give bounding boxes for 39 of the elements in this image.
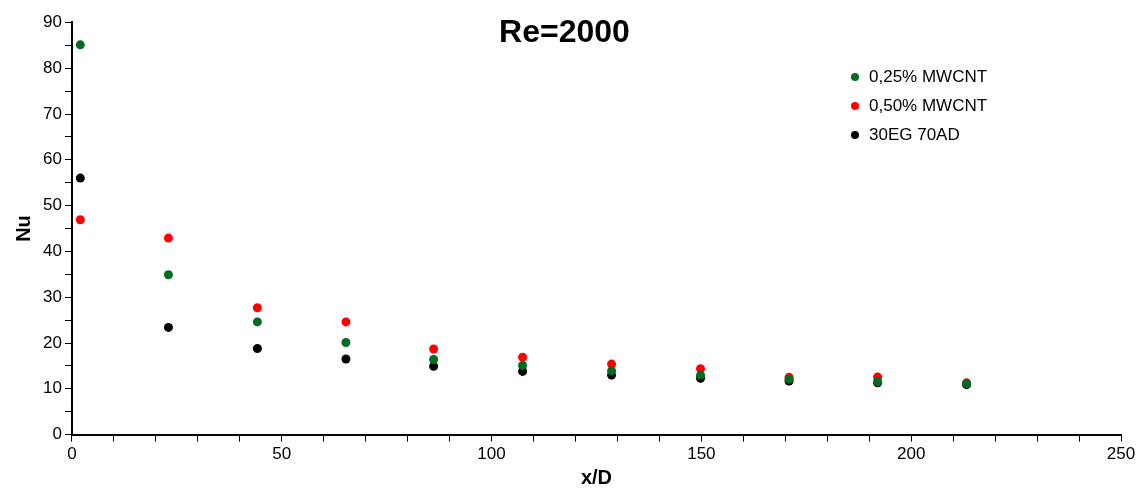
point: [163, 270, 173, 280]
point: [75, 215, 85, 225]
point: [252, 317, 262, 327]
y-tick-label: 40: [42, 241, 62, 261]
point: [252, 303, 262, 313]
point: [75, 40, 85, 50]
y-tick-label: 50: [42, 195, 62, 215]
legend-label: 0,25% MWCNT: [869, 66, 988, 89]
x-tick-label: 50: [272, 444, 292, 464]
y-tick-label: 90: [42, 12, 62, 32]
point: [252, 344, 262, 353]
y-tick-label: 70: [42, 103, 62, 123]
x-tick-label: 150: [687, 444, 716, 464]
x-tick-label: 250: [1106, 444, 1136, 464]
y-tick-label: 0: [52, 424, 62, 444]
point: [341, 317, 351, 327]
legend-label: 30EG 70AD: [869, 124, 960, 147]
y-tick-label: 60: [42, 149, 62, 169]
point: [341, 338, 351, 348]
x-tick-label: 0: [67, 444, 77, 464]
point: [518, 352, 528, 362]
point: [75, 173, 85, 183]
point: [429, 354, 439, 364]
point: [341, 354, 351, 364]
y-tick-label: 30: [42, 286, 62, 306]
y-tick-label: 20: [42, 332, 62, 352]
y-axis-title: Nu: [11, 215, 34, 242]
y-tick-label: 80: [42, 57, 62, 77]
point: [163, 322, 173, 332]
x-tick-label: 200: [896, 444, 926, 464]
legend-label: 0,50% MWCNT: [869, 95, 988, 118]
y-tick-label: 10: [42, 378, 62, 398]
point: [607, 366, 617, 376]
x-tick-label: 100: [477, 444, 506, 464]
chart-title: Re=2000: [499, 13, 630, 50]
x-axis-title: x/D: [580, 465, 613, 488]
point: [163, 233, 173, 243]
point: [518, 360, 528, 370]
point: [429, 344, 439, 354]
